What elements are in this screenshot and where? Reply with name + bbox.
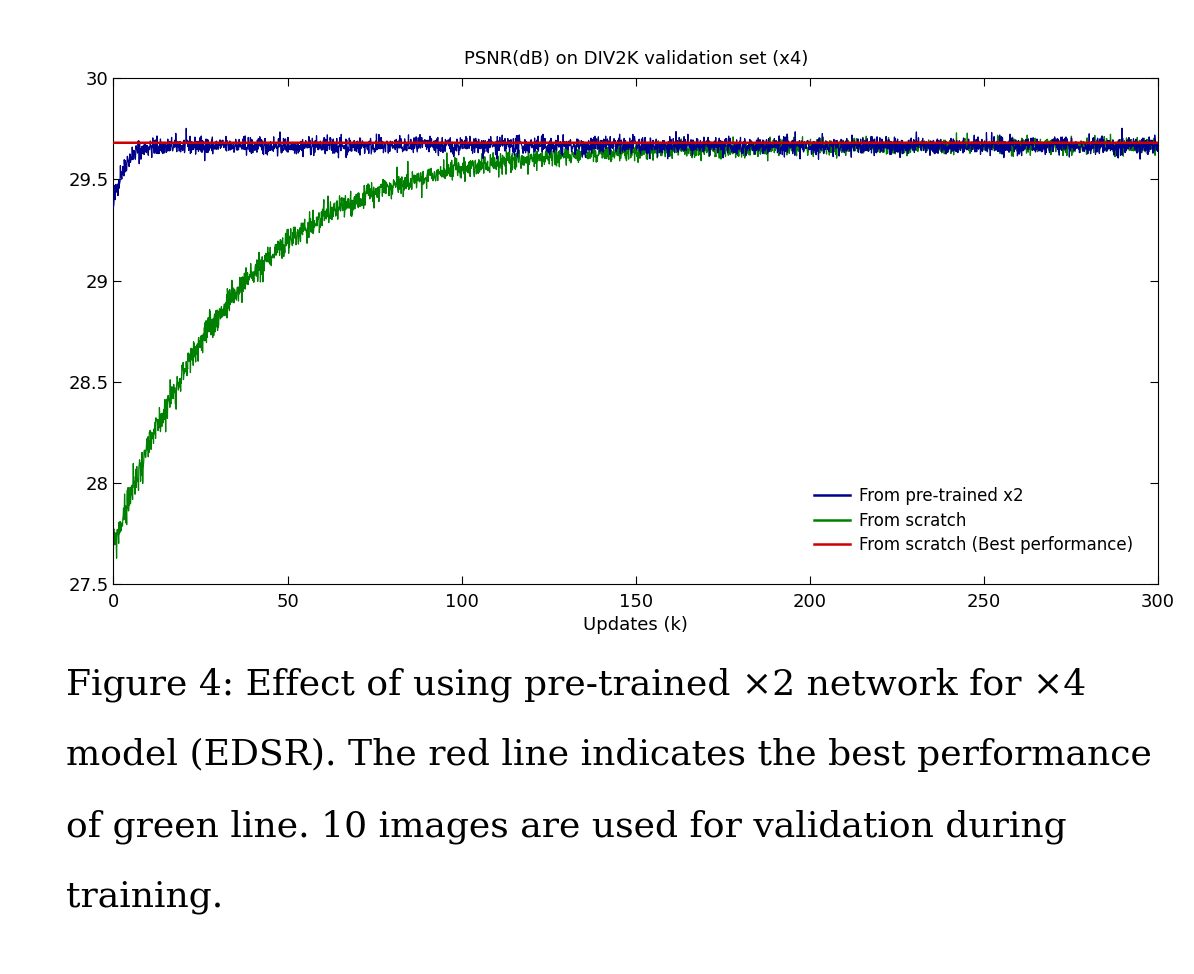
Text: Figure 4: Effect of using pre-trained ×2 network for ×4: Figure 4: Effect of using pre-trained ×2… xyxy=(66,667,1085,701)
Text: training.: training. xyxy=(66,880,223,915)
Title: PSNR(dB) on DIV2K validation set (x4): PSNR(dB) on DIV2K validation set (x4) xyxy=(463,50,808,68)
Text: of green line. 10 images are used for validation during: of green line. 10 images are used for va… xyxy=(66,809,1066,843)
X-axis label: Updates (k): Updates (k) xyxy=(584,617,688,634)
Text: model (EDSR). The red line indicates the best performance: model (EDSR). The red line indicates the… xyxy=(66,738,1151,772)
Legend: From pre-trained x2, From scratch, From scratch (Best performance): From pre-trained x2, From scratch, From … xyxy=(807,480,1139,561)
